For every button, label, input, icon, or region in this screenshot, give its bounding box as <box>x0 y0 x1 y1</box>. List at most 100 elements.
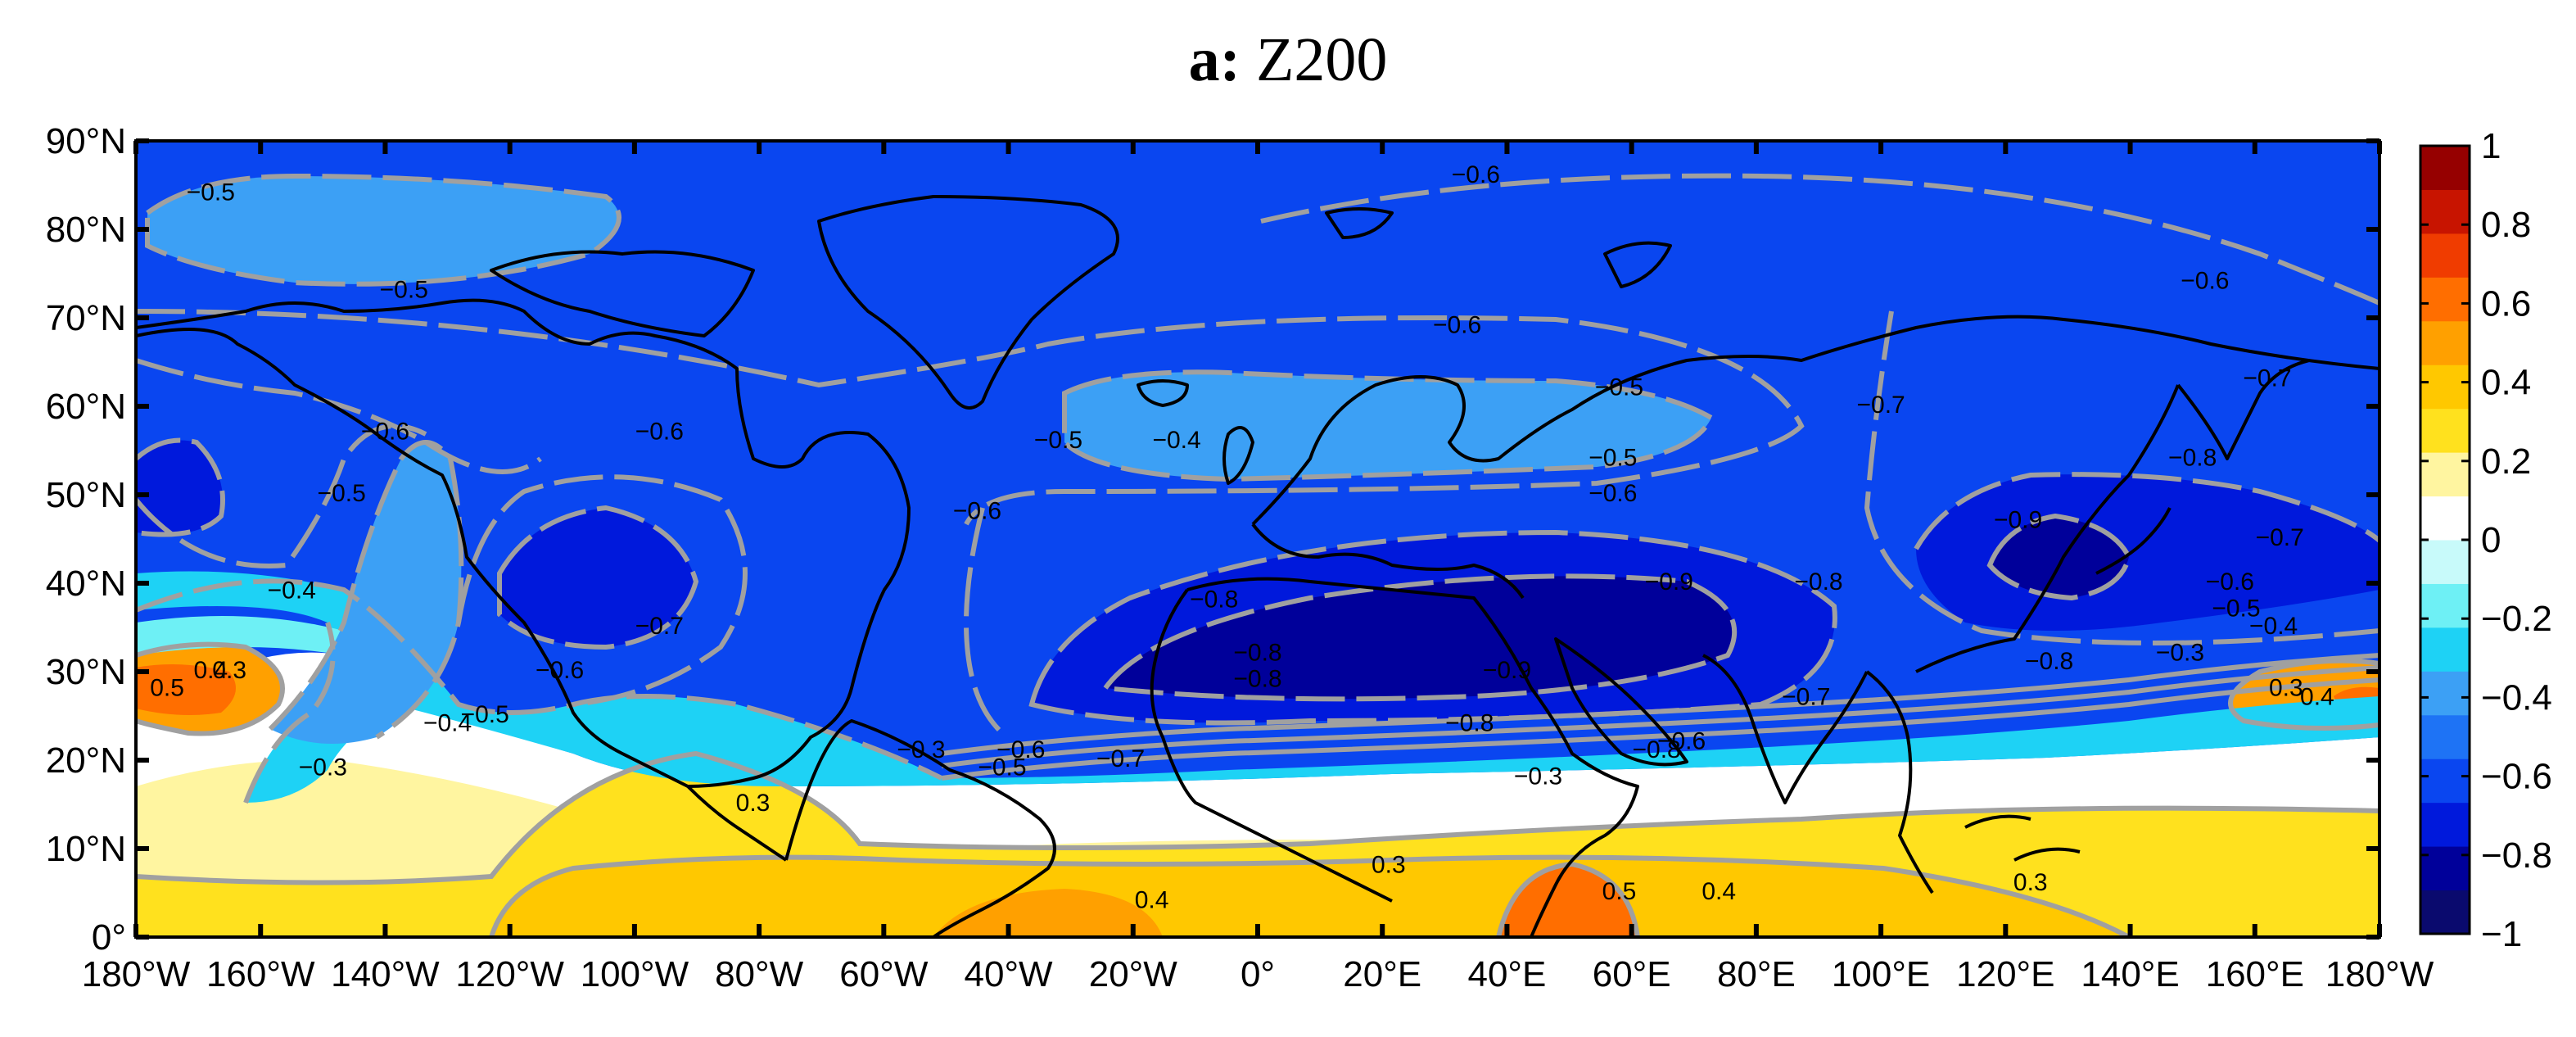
panel-label: a: <box>1188 25 1241 94</box>
contour-label: −0.3 <box>897 736 945 763</box>
contour-label: −0.8 <box>2168 445 2217 472</box>
contour-label: −0.5 <box>461 701 509 728</box>
colorbar-tick-label: −0.6 <box>2481 757 2552 797</box>
lat-tick-label: 50°N <box>46 475 126 515</box>
colorbar-tick-label: 0.6 <box>2481 283 2531 324</box>
contour-label: −0.3 <box>299 754 347 781</box>
contour-label: −0.8 <box>1233 666 1281 693</box>
contour-line <box>489 854 2131 937</box>
lat-tick-label: 0° <box>92 917 126 958</box>
contour-label: −0.7 <box>2256 524 2304 551</box>
colorbar-swatch <box>2420 671 2470 716</box>
contour-label: 0.4 <box>1135 887 1169 914</box>
field-dark-navy-japan-core <box>1990 516 2129 598</box>
lon-tick-label: 20°W <box>1089 954 1178 994</box>
contour-line <box>1864 310 2379 645</box>
lat-tick-label: 20°N <box>46 740 126 781</box>
field-dark-navy-eurasia-core <box>1105 576 1735 700</box>
contour-label: 0.4 <box>1702 878 1736 905</box>
colorbar-swatch <box>2420 627 2470 672</box>
contour-line <box>941 653 2379 756</box>
lon-tick-label: 40°E <box>1467 954 1546 994</box>
coastline-mediterranean <box>1251 523 1525 600</box>
contour-label: −0.6 <box>1657 727 1706 754</box>
contour-label: 0.3 <box>1372 852 1406 879</box>
contour-line <box>145 173 621 287</box>
coastline-great-britain <box>1222 426 1254 485</box>
coastline-novaya-zemlya <box>1603 241 1672 288</box>
contour-line <box>136 750 2379 885</box>
coastlines <box>136 195 2379 937</box>
contour-line <box>456 474 748 707</box>
colorbar-swatch <box>2420 320 2470 365</box>
field-blue-east-pacific <box>270 442 462 744</box>
field-orange-core-africa <box>933 889 1163 937</box>
colorbar-swatch <box>2420 408 2470 453</box>
contour-line <box>1260 173 2379 306</box>
colorbar-tick-label: −1 <box>2481 914 2522 954</box>
lat-tick-label: 70°N <box>46 298 126 338</box>
shaded-field <box>136 141 2379 937</box>
contour-label: −0.5 <box>318 480 366 507</box>
contour-label: −0.6 <box>1433 312 1481 339</box>
lon-tick-label: 140°W <box>331 954 440 994</box>
lon-tick-label: 80°E <box>1717 954 1796 994</box>
contour-label: 0.3 <box>2013 869 2048 896</box>
contour-label: −0.8 <box>1445 710 1494 737</box>
contour-label: −0.5 <box>1589 445 1637 472</box>
map-axes: 0° 10°N 20°N 30°N 40°N 50°N 60°N 70°N 80°N 90°N 18… <box>46 121 2434 994</box>
contour-lines <box>136 173 2379 937</box>
contour-line <box>1986 513 2132 601</box>
field-navy-west-pacific-low <box>136 440 223 535</box>
lon-tick-label: 40°W <box>965 954 1054 994</box>
contour-label: −0.9 <box>1994 506 2042 533</box>
lon-tick-label: 60°E <box>1593 954 1671 994</box>
coastline-arctic-archipelago <box>490 250 755 337</box>
coastline-southeast-asia <box>1865 670 1934 894</box>
contour-label: −0.5 <box>978 754 1026 781</box>
contour-label: −0.8 <box>1794 568 1842 595</box>
contour-line <box>963 507 1009 740</box>
coastline-north-america <box>136 298 911 788</box>
coastline-south-america <box>784 719 1056 937</box>
contour-line <box>1496 861 1640 937</box>
contour-label: −0.6 <box>635 418 684 445</box>
contour-label: 0.5 <box>150 675 184 702</box>
lon-tick-label: 0° <box>1241 954 1275 994</box>
contour-line <box>136 437 225 537</box>
colorbar-swatch <box>2420 540 2470 584</box>
contour-label: −0.3 <box>2156 639 2204 666</box>
coastline-eurasia <box>1251 315 2379 526</box>
contour-label: −0.6 <box>1452 161 1500 188</box>
lon-tick-label: 20°E <box>1343 954 1421 994</box>
coastline-east-asia <box>1915 384 2180 673</box>
contour-line <box>1100 573 1738 702</box>
contour-line <box>136 641 285 736</box>
coastline-japan <box>2095 507 2172 575</box>
contour-label: 0.4 <box>2300 683 2334 710</box>
colorbar-swatch <box>2420 583 2470 628</box>
contour-label: −0.8 <box>1233 639 1281 666</box>
colorbar-swatch <box>2420 759 2470 804</box>
field-blue-arctic-pacific <box>147 176 619 284</box>
contour-label: −0.4 <box>423 710 472 737</box>
contour-label: −0.6 <box>2206 568 2254 595</box>
contour-line <box>136 578 943 781</box>
contour-label: −0.9 <box>1483 657 1531 684</box>
lon-tick-label: 180°W <box>2325 954 2434 994</box>
colorbar-swatch <box>2420 233 2470 278</box>
lon-tick-label: 100°E <box>1832 954 1930 994</box>
coastline-central-america <box>686 785 788 862</box>
lat-tick-label: 10°N <box>46 829 126 869</box>
field-blue-north-atlantic <box>1064 372 1711 479</box>
lon-tick-label: 140°E <box>2081 954 2179 994</box>
lon-tick-label: 60°W <box>839 954 929 994</box>
field-orange-core-indian <box>1498 864 1638 937</box>
colorbar-swatch <box>2420 189 2470 234</box>
lat-tick-label: 40°N <box>46 564 126 604</box>
contour-label: −0.6 <box>361 418 409 445</box>
colorbar-swatch <box>2420 452 2470 497</box>
contour-label: −0.4 <box>1152 427 1200 454</box>
colorbar-tick-label: 0.4 <box>2481 363 2531 403</box>
